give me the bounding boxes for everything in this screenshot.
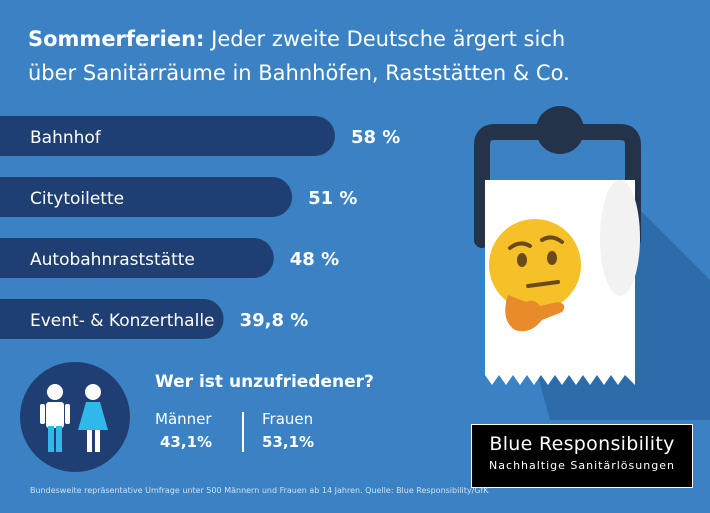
gender-icons [20,362,130,472]
male-icon [40,384,70,452]
holder-knob [536,106,584,154]
thinking-hand [505,295,565,332]
torn-edge [485,375,635,385]
toilet-paper-illustration [474,106,710,420]
title-bold: Sommerferien: [28,27,205,51]
female-icon [78,384,108,452]
value-label-2: 48 % [290,249,339,270]
title-rest: Jeder zweite Deutsche ärgert sich [211,27,566,51]
category-label-0: Bahnhof [30,128,102,148]
question-title: Wer ist unzufriedener? [155,372,374,392]
female-value: 53,1% [262,433,315,451]
gender-divider [242,412,244,452]
chart-title: Sommerferien: Jeder zweite Deutsche ärge… [28,22,570,90]
category-label-2: Autobahnraststätte [30,250,195,270]
brand-subtitle: Nachhaltige Sanitärlösungen [489,459,675,472]
brand-name: Blue Responsibility [489,433,675,455]
bar-3 [0,299,224,339]
male-value: 43,1% [160,433,213,451]
value-label-3: 39,8 % [240,310,309,331]
brand-box: Blue Responsibility Nachhaltige Sanitärl… [471,424,693,488]
value-label-1: 51 % [308,188,357,209]
source-footnote: Bundesweite repräsentative Umfrage unter… [30,486,489,495]
category-label-1: Citytoilette [30,189,124,209]
category-label-3: Event- & Konzerthalle [30,311,215,331]
bar-1 [0,177,293,217]
roll-end [600,180,640,296]
title-line2: über Sanitärräume in Bahnhöfen, Raststät… [28,61,570,85]
female-label: Frauen [262,410,314,428]
bar-0 [0,116,335,156]
thinking-face-icon [489,219,581,311]
value-label-0: 58 % [351,127,400,148]
bar-2 [0,238,274,278]
male-label: Männer [155,410,212,428]
